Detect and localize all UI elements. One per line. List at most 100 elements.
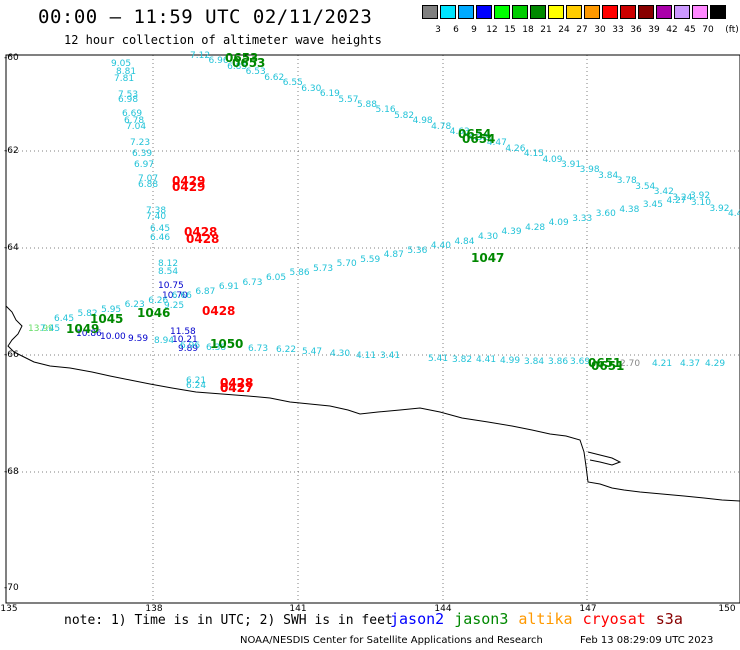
swh-observation: 4.26 bbox=[505, 143, 526, 154]
swh-observation: 8.12 bbox=[158, 259, 179, 269]
time-label: 0428 bbox=[184, 225, 218, 239]
swh-observation: 3.84 bbox=[524, 357, 545, 367]
lon-label: 150 bbox=[718, 604, 736, 614]
legend-jason2: jason2 bbox=[390, 610, 445, 628]
colorbar-swatch bbox=[494, 5, 510, 19]
swh-observation: 3.82 bbox=[452, 355, 473, 365]
legend-s3a: s3a bbox=[655, 610, 683, 628]
swh-observation: 9.25 bbox=[164, 301, 185, 311]
credit-line: NOAA/NESDIS Center for Satellite Applica… bbox=[240, 635, 543, 646]
colorbar-swatch bbox=[674, 5, 690, 19]
colorbar-swatch bbox=[692, 5, 708, 19]
lon-label: 147 bbox=[579, 604, 597, 614]
swh-observation: 3.41 bbox=[380, 351, 401, 361]
swh-observation: 6.62 bbox=[264, 72, 285, 83]
swh-observation: 7.81 bbox=[114, 74, 135, 84]
legend-jason3: jason3 bbox=[454, 610, 509, 628]
swh-observation: 3.54 bbox=[635, 181, 656, 192]
swh-observation: 6.55 bbox=[282, 78, 303, 89]
swh-observation: 4.21 bbox=[652, 359, 673, 369]
swh-observation: 4.09 bbox=[548, 218, 569, 229]
colorbar-label: 15 bbox=[504, 25, 516, 35]
swh-observation: 3.45 bbox=[642, 200, 663, 211]
swh-observation: 6.05 bbox=[266, 273, 287, 283]
swh-observation: 10.00 bbox=[100, 332, 126, 342]
time-label: 1046 bbox=[137, 306, 171, 320]
time-label: 0428 bbox=[186, 232, 220, 246]
swh-observation: 3.92 bbox=[690, 191, 711, 201]
swh-observation: 13.99 bbox=[28, 324, 54, 334]
colorbar-label: 12 bbox=[486, 25, 498, 35]
swh-observation: 6.38 bbox=[206, 343, 227, 353]
swh-observation: 4.87 bbox=[383, 250, 404, 261]
swh-observation: 6.85 bbox=[227, 61, 248, 72]
swh-observation: 7.12 bbox=[190, 51, 211, 61]
colorbar-unit: (ft) bbox=[725, 25, 739, 35]
swh-observation: 6.69 bbox=[122, 109, 143, 119]
swh-observation: 6.24 bbox=[186, 381, 207, 391]
swh-observation: 6.53 bbox=[245, 67, 266, 78]
swh-observation: 2.70 bbox=[620, 359, 641, 369]
time-label: 0429 bbox=[172, 180, 206, 194]
colorbar-label: 33 bbox=[612, 25, 624, 35]
swh-observation: 3.92 bbox=[709, 203, 730, 214]
time-label: 0428 bbox=[202, 304, 236, 318]
swh-observation: 3.86 bbox=[548, 357, 569, 367]
colorbar-swatch bbox=[422, 5, 438, 19]
swh-observation: 10.21 bbox=[172, 335, 198, 345]
lat-label: -70 bbox=[4, 583, 19, 593]
colorbar-label: 42 bbox=[666, 25, 678, 35]
colorbar-label: 9 bbox=[471, 25, 477, 35]
swh-observation: 7.40 bbox=[146, 212, 167, 222]
swh-observation: 4.99 bbox=[500, 356, 521, 366]
swh-observation: 11.58 bbox=[170, 327, 196, 337]
swh-observation: 3.78 bbox=[616, 176, 637, 187]
colorbar-label: 70 bbox=[702, 25, 714, 35]
time-label: 1049 bbox=[66, 322, 100, 336]
swh-observation: 8.94 bbox=[154, 336, 175, 346]
time-label: 0654 bbox=[458, 127, 492, 141]
time-label: 1045 bbox=[90, 312, 124, 326]
swh-observation: 4.39 bbox=[501, 227, 522, 238]
colorbar-swatch bbox=[476, 5, 492, 19]
swh-observation: 7.53 bbox=[118, 90, 139, 100]
swh-observation: 3.84 bbox=[598, 170, 619, 181]
swh-observation: 5.47 bbox=[302, 347, 323, 357]
colorbar-label: 18 bbox=[522, 25, 534, 35]
swh-observation: 4.98 bbox=[412, 116, 433, 127]
coast-island bbox=[587, 451, 622, 466]
swh-observation: 5.88 bbox=[356, 100, 377, 111]
swh-observation: 9.59 bbox=[128, 334, 149, 344]
colorbar-swatch bbox=[566, 5, 582, 19]
swh-observation: 5.57 bbox=[338, 94, 359, 105]
colorbar-swatch bbox=[620, 5, 636, 19]
lat-label: -66 bbox=[4, 350, 19, 360]
colorbar-swatch bbox=[584, 5, 600, 19]
swh-observation: 9.89 bbox=[178, 344, 199, 354]
map-title: 00:00 – 11:59 UTC 02/11/2023 bbox=[38, 6, 373, 28]
swh-observation: 6.66 bbox=[171, 291, 192, 302]
swh-observation: 8.54 bbox=[158, 267, 179, 277]
swh-observation: 6.46 bbox=[150, 233, 171, 243]
swh-observation: 7.07 bbox=[138, 174, 159, 184]
swh-observation: 3.42 bbox=[653, 187, 674, 198]
colorbar-label: 36 bbox=[630, 25, 642, 35]
swh-observation: 3.10 bbox=[690, 198, 711, 209]
swh-observation: 3.69 bbox=[570, 357, 591, 367]
swh-observation: 10.75 bbox=[158, 281, 184, 291]
swh-observation: 5.73 bbox=[313, 263, 334, 274]
antarctic-coastline bbox=[5, 305, 740, 502]
swh-observation: 9.05 bbox=[111, 59, 132, 69]
swh-observation: 6.98 bbox=[118, 95, 139, 105]
swh-observation: 10.70 bbox=[162, 291, 188, 301]
time-label: 1050 bbox=[210, 337, 244, 351]
colorbar-swatch bbox=[458, 5, 474, 19]
swh-observation: 6.23 bbox=[124, 300, 145, 311]
colorbar-swatch bbox=[638, 5, 654, 19]
colorbar-swatch bbox=[512, 5, 528, 19]
swh-observation: 7.23 bbox=[130, 138, 151, 148]
graticule bbox=[6, 55, 740, 603]
swh-observation: 7.04 bbox=[126, 122, 147, 132]
swh-observation: 7.45 bbox=[40, 324, 61, 334]
